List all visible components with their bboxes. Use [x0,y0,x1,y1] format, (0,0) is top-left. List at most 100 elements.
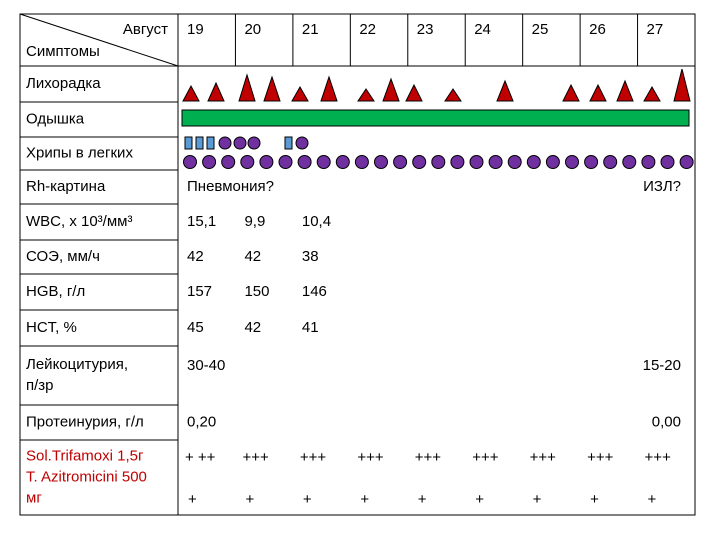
row-label: СОЭ, мм/ч [26,248,100,265]
row-label: Хрипы в легких [26,144,133,161]
crackle-dot [450,155,465,169]
fever-marker [207,81,225,102]
dose: +++ [415,449,442,466]
crackle-dot [221,155,236,169]
cell-value: 9,9 [244,213,265,230]
fever-marker [238,73,256,102]
crackle-dot [431,155,446,169]
table-border [19,13,696,516]
dose: +++ [645,449,672,466]
crackle-dot [247,136,261,150]
dose: +++ [530,449,557,466]
row-label: T. Azitromicini 500 [26,468,147,485]
dose: + [245,491,254,508]
row-label: Протеинурия, г/л [26,413,144,430]
crackle-rect [284,136,293,150]
day-label: 24 [474,21,491,38]
crackle-dot [297,155,312,169]
crackle-dot [660,155,675,169]
row-label: HGB, г/л [26,283,85,300]
dose: + [475,491,484,508]
cell-value: 41 [302,319,319,336]
dose: +++ [472,449,499,466]
fever-marker [673,68,691,102]
cell-value: 30-40 [187,357,225,374]
cell-value: 42 [187,248,204,265]
dose: + [590,491,599,508]
cell-value: ИЗЛ? [643,178,681,195]
cell-value: 0,00 [652,413,681,430]
cell-value: 42 [244,248,261,265]
cell-value: 38 [302,248,319,265]
cell-value: Пневмония? [187,178,274,195]
dose: + [648,491,657,508]
row-label: п/зр [26,377,54,394]
crackle-dot [488,155,503,169]
cell-value: 15-20 [643,357,681,374]
symptoms-heading: Симптомы [26,43,100,60]
fever-marker [496,79,514,102]
fever-marker [616,79,634,102]
crackle-dot [295,136,309,150]
crackle-dot [183,155,197,169]
fever-marker [643,85,661,102]
crackle-rect [184,136,193,150]
fever-marker [291,85,309,102]
cell-value: 157 [187,283,212,300]
fever-marker [382,77,400,102]
row-label: Лихорадка [26,75,101,92]
crackle-dot [507,155,522,169]
cell-value: 15,1 [187,213,216,230]
cell-value: 42 [244,319,261,336]
crackle-dot [233,136,247,150]
crackle-rect [195,136,204,150]
cell-value: 0,20 [187,413,216,430]
cell-value: 10,4 [302,213,331,230]
dose: + [360,491,369,508]
crackle-dot [335,155,350,169]
dose: + [418,491,427,508]
dose: +++ [242,449,269,466]
dose: + ++ [185,449,216,466]
day-label: 22 [359,21,376,38]
dose: + [303,491,312,508]
fever-marker [444,88,462,102]
day-label: 27 [647,21,664,38]
day-label: 25 [532,21,549,38]
crackle-dot [240,155,255,169]
day-label: 26 [589,21,606,38]
row-label: WBC, х 10³/мм³ [26,213,132,230]
crackle-dot [259,155,274,169]
fever-marker [405,83,423,102]
month: Август [123,21,168,38]
fever-marker [562,83,580,102]
row-label: Одышка [26,110,85,127]
crackle-dot [545,155,560,169]
fever-marker [357,88,375,102]
row-label: Sol.Trifamoxi 1,5г [26,447,144,464]
dose: +++ [300,449,327,466]
fever-marker [320,75,338,102]
row-label: Лейкоцитурия, [26,356,128,373]
crackle-dot [393,155,408,169]
row-label: Rh-картина [26,178,106,195]
crackle-dot [412,155,427,169]
dose: +++ [587,449,614,466]
crackle-dot [278,155,293,169]
crackle-dot [526,155,541,169]
crackle-dot [202,155,217,169]
dyspnea-bar [181,109,690,127]
cell-value: 150 [244,283,269,300]
crackle-dot [584,155,599,169]
day-label: 19 [187,21,204,38]
crackle-dot [641,155,656,169]
corner-diagonal [19,13,179,67]
fever-marker [589,83,607,102]
crackle-dot [603,155,618,169]
crackle-dot [316,155,331,169]
row-label: HCT, % [26,319,77,336]
crackle-rect [206,136,215,150]
crackle-dot [565,155,579,169]
dose: + [533,491,542,508]
